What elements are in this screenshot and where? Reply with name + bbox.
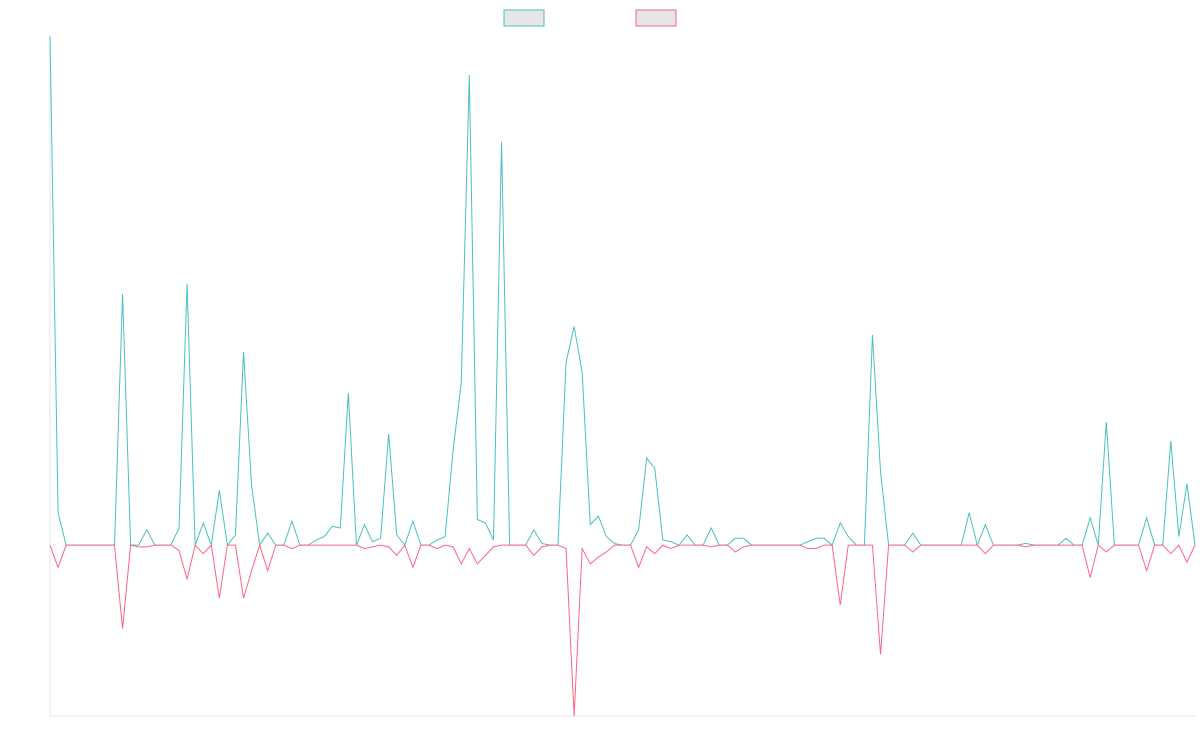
legend-swatch [503, 9, 545, 27]
series-line [49, 35, 1196, 547]
legend-swatch [635, 9, 677, 27]
series-line [49, 543, 1196, 717]
